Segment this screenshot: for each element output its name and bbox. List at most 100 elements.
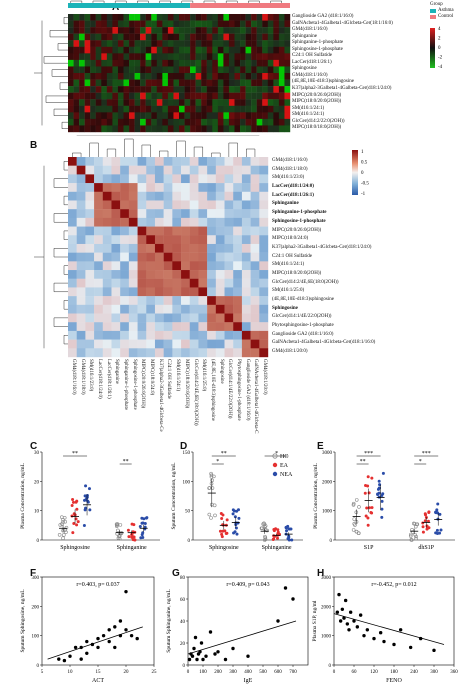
corr-b-cell <box>68 296 77 306</box>
corr-b-cell <box>68 191 77 201</box>
heatmap-a-cell <box>73 105 80 113</box>
data-point <box>60 522 64 526</box>
data-point <box>345 622 350 626</box>
corr-b-col-label: MIPC(t18:0/24:0) <box>149 359 155 396</box>
heatmap-a-cell <box>278 86 285 93</box>
heatmap-a-cell <box>145 112 152 120</box>
corr-b-cell <box>241 278 251 288</box>
corr-b-cell <box>163 165 173 175</box>
corr-b-cell <box>207 157 217 166</box>
heatmap-a-cell <box>267 79 274 87</box>
data-point <box>285 529 289 533</box>
heatmap-a-cell <box>206 14 213 21</box>
dendrogram-branch <box>53 317 68 327</box>
data-point <box>96 645 100 650</box>
heatmap-a-cell <box>145 33 152 41</box>
heatmap-a-cell <box>234 73 241 80</box>
heatmap-a-cell <box>173 79 180 87</box>
heatmap-a-cell <box>190 99 196 106</box>
heatmap-a-cell <box>134 59 141 67</box>
corr-b-cell <box>85 287 95 297</box>
corr-b-cell <box>94 209 103 219</box>
heatmap-a-cell <box>234 112 241 120</box>
corr-b-cell <box>172 209 182 219</box>
corr-b-cell <box>94 330 103 340</box>
group-legend-title: Group <box>430 2 443 7</box>
heatmap-a-cell <box>145 105 152 113</box>
heatmap-a-cell <box>151 105 157 113</box>
heatmap-a-cell <box>140 66 146 74</box>
corr-b-cell <box>154 270 164 279</box>
data-point <box>290 538 294 542</box>
corr-b-cell <box>120 217 130 227</box>
corr-b-cell <box>85 243 95 253</box>
corr-b-cell <box>146 191 156 201</box>
heatmap-a-cell <box>195 33 202 41</box>
heatmap-a-row-label: MIPC(t20:0/26:0(2OH)) <box>292 92 342 98</box>
heatmap-a-cell <box>79 14 85 21</box>
corr-b-cell <box>154 330 164 340</box>
corr-b-cell <box>215 330 225 340</box>
heatmap-a-cell <box>173 73 180 80</box>
data-point <box>221 529 225 533</box>
corr-b-col-label: Sphinganine <box>114 359 120 384</box>
heatmap-a-cell <box>267 14 274 21</box>
dendrogram-branch <box>63 335 68 345</box>
corr-b-cell <box>111 209 121 219</box>
heatmap-a-cell <box>201 79 207 87</box>
corr-b-cell <box>259 165 269 175</box>
corr-b-cell <box>120 252 130 262</box>
corr-b-cell <box>146 270 156 279</box>
corr-b-cell <box>250 217 260 227</box>
heatmap-a-cell <box>134 86 141 93</box>
corr-b-cell <box>154 296 164 306</box>
heatmap-a-cell <box>134 73 141 80</box>
corr-b-cell <box>181 217 190 227</box>
corr-b-cell <box>85 217 95 227</box>
corr-b-cell <box>120 287 130 297</box>
corr-b-cell <box>102 296 112 306</box>
data-point <box>398 628 403 632</box>
heatmap-a-cell <box>117 118 124 126</box>
data-point <box>380 515 384 519</box>
heatmap-a-cell <box>256 99 263 106</box>
heatmap-a-cell <box>73 118 80 126</box>
heatmap-a-cell <box>145 40 152 47</box>
corr-b-cell <box>85 348 95 358</box>
heatmap-a-cell <box>84 86 91 93</box>
heatmap-a-cell <box>234 59 241 67</box>
x-axis-label: FENO <box>386 678 402 684</box>
heatmap-a-cell <box>262 86 268 93</box>
heatmap-a-cell <box>167 99 174 106</box>
heatmap-a-cell <box>117 86 124 93</box>
corr-b-col-label: LacCer(d18:1/26:1) <box>105 359 111 399</box>
data-point <box>113 625 117 629</box>
corr-b-cell <box>163 304 173 314</box>
heatmap-a-cell <box>267 112 274 120</box>
heatmap-a-cell <box>251 112 257 120</box>
corr-b-col-label: SM(d16:1/25:0) <box>201 359 207 392</box>
corr-b-cell <box>120 313 130 323</box>
corr-b-cell <box>189 322 199 332</box>
heatmap-a-cell <box>217 112 224 120</box>
heatmap-a-cell <box>278 105 285 113</box>
data-point <box>408 645 413 650</box>
corr-b-cell <box>233 287 243 297</box>
data-point <box>434 511 438 515</box>
heatmap-a-cell <box>256 86 263 93</box>
heatmap-a-cell <box>95 46 102 54</box>
heatmap-a-cell <box>262 66 268 74</box>
heatmap-a-cell <box>95 59 102 67</box>
heatmap-a-cell <box>140 105 146 113</box>
heatmap-a-cell <box>140 46 146 54</box>
legend-marker <box>272 453 278 459</box>
corr-b-cell <box>154 191 164 201</box>
heatmap-a-cell <box>234 46 241 54</box>
heatmap-a-cell <box>112 66 119 74</box>
corr-b-cell <box>163 339 173 349</box>
heatmap-a-cell <box>179 27 185 34</box>
corr-b-cell <box>120 339 130 349</box>
heatmap-a-cell <box>251 27 257 34</box>
heatmap-a-cell <box>117 59 124 67</box>
heatmap-a-cell <box>179 66 185 74</box>
